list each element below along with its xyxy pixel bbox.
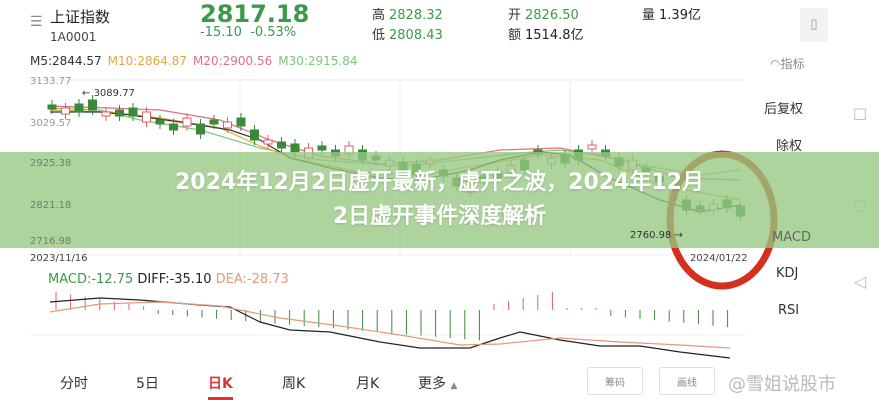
ma10-value: M10:2864.87: [107, 54, 187, 68]
candle: [142, 111, 151, 123]
amount-label: 额: [508, 28, 522, 43]
tab-monthly-k[interactable]: 月K: [356, 376, 380, 392]
checkbox-icon[interactable]: ☐: [852, 105, 868, 124]
ex-right-button[interactable]: 除权: [776, 139, 803, 154]
date-start: 2023/11/16: [30, 253, 88, 264]
macd-value: MACD:-12.75: [48, 272, 134, 287]
candle: [61, 107, 70, 115]
banner-title: 2024年12月2日虚开最新，虚开之波，2024年12月2日虚开事件深度解析: [174, 170, 704, 229]
volume-stat: 量 1.39亿: [642, 4, 701, 23]
y-tick: 3133.77: [30, 76, 72, 87]
restore-right-button[interactable]: 后复权: [764, 102, 804, 117]
candle: [74, 103, 84, 113]
candle: [115, 109, 124, 117]
candle: [236, 117, 246, 127]
candle: [169, 123, 178, 131]
tab-weekly-k[interactable]: 周K: [282, 376, 306, 392]
y-tick: 2925.38: [30, 158, 72, 169]
volume-label: 量: [642, 8, 656, 23]
macd-button[interactable]: MACD: [772, 230, 811, 245]
amount-value: 1514.8亿: [525, 28, 584, 43]
stock-name: 上证指数: [50, 8, 111, 26]
current-price: 2817.18: [200, 0, 310, 28]
macd-histogram: [55, 292, 729, 341]
change-value: -15.10: [200, 25, 242, 40]
low-label: 低: [372, 28, 386, 43]
indicator-label: 指标: [780, 57, 805, 71]
draw-line-button[interactable]: 画线: [659, 367, 715, 395]
date-end: 2024/01/22: [690, 253, 748, 264]
candle: [182, 117, 192, 127]
candle: [47, 104, 57, 110]
candle: [317, 145, 327, 151]
macd-legend: MACD:-12.75 DIFF:-35.10 DEA:-28.73: [48, 272, 289, 287]
candle: [209, 119, 219, 125]
tab-more[interactable]: 更多 ▲: [418, 373, 457, 393]
open-label: 开: [508, 8, 522, 23]
dea-value: DEA:-28.73: [215, 272, 289, 287]
diff-line: [49, 297, 731, 359]
open-stat: 开 2826.50: [508, 4, 579, 23]
candle: [223, 121, 232, 129]
candle: [587, 144, 597, 150]
tab-5day[interactable]: 5日: [136, 376, 159, 392]
candle: [263, 139, 273, 145]
min-marker: 2760.98 →: [630, 230, 683, 241]
watermark: @雪姐说股市: [728, 374, 836, 395]
candle: [196, 123, 205, 135]
stock-code: 1A0001: [50, 30, 97, 44]
max-marker: ← 3089.77: [82, 88, 135, 99]
rsi-button[interactable]: RSI: [778, 303, 800, 318]
ma30-value: M30:2915.84: [278, 54, 358, 68]
candle: [250, 129, 259, 141]
menu-icon[interactable]: ☰: [30, 14, 43, 30]
change-percent: -0.53%: [250, 25, 297, 40]
y-tick: 2821.18: [30, 200, 72, 211]
low-stat: 低 2808.43: [372, 24, 443, 43]
price-change: -15.10 -0.53%: [200, 25, 296, 40]
tab-intraday[interactable]: 分时: [60, 376, 88, 392]
tab-daily-k[interactable]: 日K: [208, 373, 233, 400]
ma20-value: M20:2900.56: [192, 54, 273, 68]
high-value: 2828.32: [389, 8, 443, 23]
candle: [88, 99, 97, 111]
collapse-arrow-icon[interactable]: ◁: [853, 272, 867, 291]
y-tick: 3029.57: [30, 118, 72, 129]
indicator-button[interactable]: ◠指标: [770, 57, 805, 71]
volume-value: 1.39亿: [659, 8, 701, 23]
open-value: 2826.50: [525, 8, 579, 23]
dea-line: [49, 301, 731, 349]
max-value: 3089.77: [93, 88, 135, 99]
phone-icon[interactable]: ▯: [800, 8, 828, 42]
amount-stat: 额 1514.8亿: [508, 24, 584, 43]
kdj-button[interactable]: KDJ: [776, 266, 799, 281]
more-label: 更多: [418, 376, 446, 392]
high-label: 高: [372, 8, 386, 23]
candle: [290, 143, 300, 153]
candle: [277, 141, 286, 149]
low-value: 2808.43: [389, 28, 443, 43]
caret-up-icon: ▲: [450, 381, 458, 391]
candle: [155, 119, 165, 125]
ma-legend: M5:2844.57 M10:2864.87 M20:2900.56 M30:2915…: [30, 54, 364, 68]
candle: [101, 111, 111, 117]
high-stat: 高 2828.32: [372, 4, 443, 23]
diff-value: DIFF:-35.10: [137, 272, 212, 287]
y-tick: 2716.98: [30, 236, 72, 247]
ma5-value: M5:2844.57: [30, 54, 102, 68]
min-value: 2760.98: [630, 230, 672, 241]
title-banner: 2024年12月2日虚开最新，虚开之波，2024年12月2日虚开事件深度解析: [0, 152, 879, 248]
candle: [128, 107, 138, 117]
chips-button[interactable]: 筹码: [587, 367, 643, 395]
